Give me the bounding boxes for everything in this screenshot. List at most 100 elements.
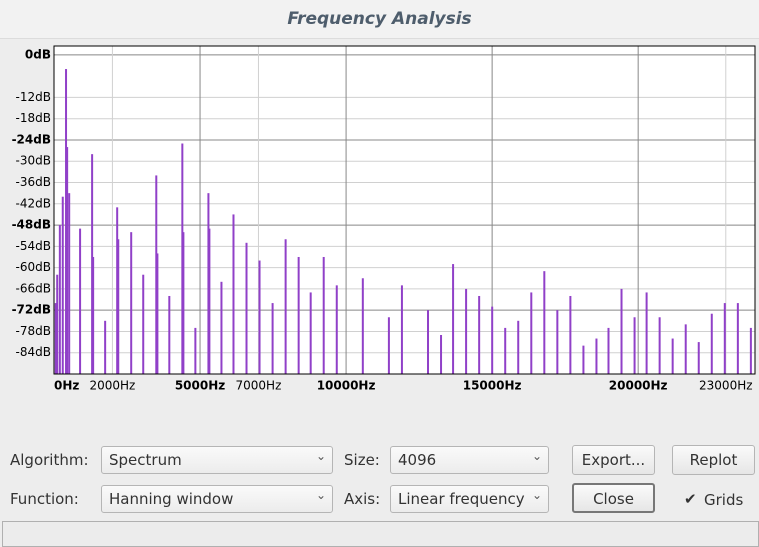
y-tick-label: -18dB [16,111,51,125]
spectrum-bar [478,295,481,374]
spectrum-bar [182,232,185,374]
y-tick-label: -72dB [12,303,51,317]
spectrum-bar [400,285,403,374]
spectrum-bar [440,334,443,374]
plot-area [53,45,756,375]
spectrum-bar [749,327,752,374]
spectrum-bar [452,264,455,374]
spectrum-bar [68,193,71,374]
spectrum-bar [104,320,107,374]
y-tick-label: -42dB [16,196,51,210]
spectrum-bar [116,207,119,374]
spectrum-bar [79,228,82,374]
status-bar [2,521,759,547]
x-tick-label: 23000Hz [699,379,753,393]
y-tick-label: -54dB [16,239,51,253]
spectrum-bar [361,278,364,374]
spectrum-bar [335,285,338,374]
spectrum-bar [284,239,287,374]
y-tick-label: -66dB [16,281,51,295]
spectrum-bar [491,306,494,374]
plot-frame [53,45,756,375]
y-tick-label: -12dB [16,90,51,104]
y-tick-label: 0dB [25,47,51,61]
y-tick-label: -24dB [12,132,51,146]
spectrum-bar [645,292,648,374]
spectrum-bar [156,253,159,374]
spectrum-bar [530,292,533,374]
x-tick-label: 20000Hz [609,379,668,393]
spectrum-bar [387,317,390,374]
y-tick-label: -48dB [12,218,51,232]
y-tick-label: -36dB [16,175,51,189]
spectrum-bar [258,260,261,374]
y-tick-label: -60dB [16,260,51,274]
axis-label: Axis: [344,490,381,508]
grids-label: Grids [704,491,744,509]
spectrum-bar [66,147,69,374]
spectrum-bar [620,288,623,374]
spectrum-bar [582,345,585,374]
function-select[interactable]: Hanning window [101,482,333,513]
spectrum-bar [117,239,120,374]
spectrum-bar [65,69,68,374]
x-tick-label: 2000Hz [89,379,135,393]
spectrum-bar [684,324,687,374]
spectrum-bar [92,256,95,374]
spectrum-bar [607,327,610,374]
spectrum-bar [245,242,248,374]
size-label: Size: [344,451,380,469]
spectrum-bar [181,143,184,374]
spectrum-bar [91,154,94,374]
replot-button[interactable]: Replot [672,445,755,475]
spectrum-bar [155,175,158,374]
grids-checkbox[interactable]: ✔ [684,490,697,508]
x-tick-label: 0Hz [54,379,79,393]
y-tick-label: -30dB [16,154,51,168]
spectrum-bar [61,196,64,374]
spectrum-bar [697,342,700,374]
spectrum-bar [465,288,468,374]
algorithm-select[interactable]: Spectrum [101,443,333,474]
spectrum-bar [142,274,145,374]
close-button[interactable]: Close [572,483,655,513]
spectrum-bar [556,310,559,374]
size-select[interactable]: 4096 [390,443,549,474]
window-title: Frequency Analysis [0,0,759,39]
spectrum-bar [543,271,546,374]
spectrum-bar [633,317,636,374]
spectrum-chart: 0dB -12dB -18dB -24dB -30dB -36dB -42dB -48dB -5… [12,45,756,393]
x-tick-label: 10000Hz [317,379,376,393]
spectrum-bar [56,274,59,374]
spectrum-bar [194,327,197,374]
spectrum-bar [427,310,430,374]
spectrum-bar [736,303,739,374]
spectrum-bar [569,295,572,374]
algorithm-label: Algorithm: [10,451,89,469]
spectrum-bar [658,317,661,374]
x-tick-label: 15000Hz [463,379,522,393]
y-tick-label: -78dB [16,324,51,338]
spectrum-bar [54,303,57,374]
export-button[interactable]: Export... [572,445,655,475]
y-tick-label: -84dB [16,345,51,359]
spectrum-bar [671,338,674,374]
axis-select[interactable]: Linear frequency [390,482,549,513]
spectrum-bar [595,338,598,374]
spectrum-bar [168,295,171,374]
x-tick-label: 7000Hz [236,379,282,393]
spectrum-bar [271,303,274,374]
spectrum-bar [220,281,223,374]
spectrum-bar [322,256,325,374]
spectrum-bar [232,214,235,374]
spectrum-bar [517,320,520,374]
spectrum-bar [208,228,211,374]
spectrum-bar [297,256,300,374]
spectrum-bar [504,327,507,374]
spectrum-bar [723,303,726,374]
spectrum-bar [710,313,713,374]
spectrum-bar [130,232,133,374]
spectrum-bar [309,292,312,374]
x-tick-label: 5000Hz [175,379,225,393]
